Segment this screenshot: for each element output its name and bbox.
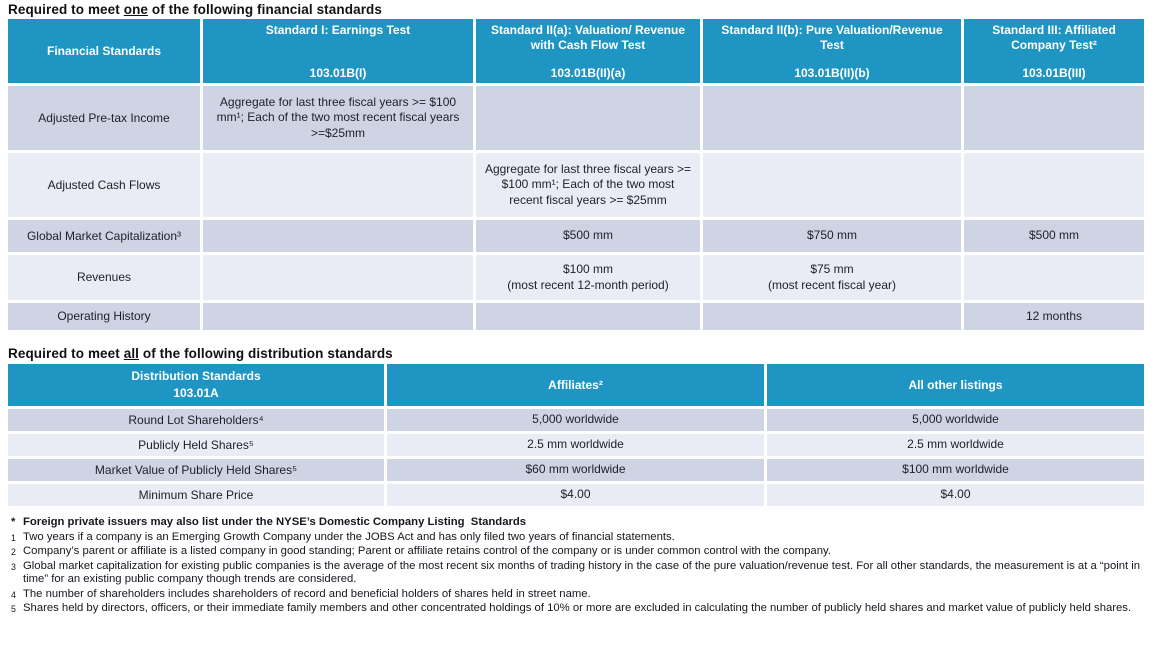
table-cell: $500 mm (476, 220, 700, 252)
table-cell (964, 86, 1144, 150)
header-all-other-listings: All other listings (767, 364, 1144, 406)
standard-2a-title: Standard II(a): Valuation/ Revenue with … (490, 23, 686, 52)
standard-3-code: 103.01B(III) (1022, 65, 1086, 80)
table-cell (203, 220, 473, 252)
table-cell (703, 303, 961, 330)
table-cell (703, 86, 961, 150)
footnote-marker: 4 (11, 589, 16, 600)
row-label: Market Value of Publicly Held Shares⁵ (8, 459, 384, 481)
footnote-marker: 3 (11, 561, 16, 572)
footnote-star: * Foreign private issuers may also list … (11, 516, 1150, 530)
row-label: Round Lot Shareholders⁴ (8, 409, 384, 431)
footnote-text: The number of shareholders includes shar… (23, 587, 591, 600)
distribution-standards-header-row: Distribution Standards 103.01A Affiliate… (8, 364, 1144, 406)
table-cell (476, 86, 700, 150)
row-global-market-capitalization: Global Market Capitalization³ $500 mm $7… (8, 220, 1144, 252)
header-affiliates: Affiliates² (387, 364, 764, 406)
row-round-lot-shareholders: Round Lot Shareholders⁴ 5,000 worldwide … (8, 409, 1144, 431)
row-label: Adjusted Cash Flows (8, 153, 200, 217)
standard-1-code: 103.01B(I) (309, 65, 367, 80)
footnote-marker: 5 (11, 604, 16, 615)
table-cell: $60 mm worldwide (387, 459, 764, 481)
title-prefix: Required to meet (8, 346, 124, 361)
footnote-marker: * (11, 516, 16, 528)
row-adjusted-pretax-income: Adjusted Pre-tax Income Aggregate for la… (8, 86, 1144, 150)
footnote-text: Two years if a company is an Emerging Gr… (23, 530, 675, 543)
row-revenues: Revenues $100 mm (most recent 12-month p… (8, 255, 1144, 300)
header-financial-standards: Financial Standards (8, 19, 200, 83)
row-publicly-held-shares: Publicly Held Shares⁵ 2.5 mm worldwide 2… (8, 434, 1144, 456)
header-standard-1: Standard I: Earnings Test 103.01B(I) (203, 19, 473, 83)
table-cell: $75 mm (most recent fiscal year) (703, 255, 961, 300)
row-operating-history: Operating History 12 months (8, 303, 1144, 330)
row-label: Minimum Share Price (8, 484, 384, 506)
header-standard-2b: Standard II(b): Pure Valuation/Revenue T… (703, 19, 961, 83)
table-cell: $100 mm worldwide (767, 459, 1144, 481)
footnote-marker: 2 (11, 547, 16, 558)
row-label: Operating History (8, 303, 200, 330)
footnote-text: Shares held by directors, officers, or t… (23, 602, 1132, 615)
table-cell (203, 153, 473, 217)
footnote-5: 5 Shares held by directors, officers, or… (11, 602, 1150, 616)
row-market-value-publicly-held-shares: Market Value of Publicly Held Shares⁵ $6… (8, 459, 1144, 481)
table-cell (203, 255, 473, 300)
distribution-standards-section-title: Required to meet all of the following di… (8, 346, 1150, 361)
footnote-text: Foreign private issuers may also list un… (23, 516, 527, 528)
row-label: Adjusted Pre-tax Income (8, 86, 200, 150)
table-cell (703, 153, 961, 217)
footnotes: * Foreign private issuers may also list … (8, 516, 1150, 616)
financial-standards-header-row: Financial Standards Standard I: Earnings… (8, 19, 1144, 83)
footnote-marker: 1 (11, 532, 16, 543)
header-standard-2a: Standard II(a): Valuation/ Revenue with … (476, 19, 700, 83)
row-label: Revenues (8, 255, 200, 300)
header-distribution-standards: Distribution Standards 103.01A (8, 364, 384, 406)
table-cell: $4.00 (767, 484, 1144, 506)
standard-2b-code: 103.01B(II)(b) (794, 65, 870, 80)
footnote-text: Company’s parent or affiliate is a liste… (23, 545, 831, 558)
title-emphasis: one (123, 2, 149, 17)
standard-3-title: Standard III: Affiliated Company Test² (992, 23, 1116, 52)
table-cell: 5,000 worldwide (767, 409, 1144, 431)
standard-1-title: Standard I: Earnings Test (265, 23, 411, 37)
distribution-standards-label: Distribution Standards (131, 368, 261, 383)
nyse-listing-standards-document: Required to meet one of the following fi… (5, 2, 1150, 616)
table-cell (203, 303, 473, 330)
header-financial-standards-label: Financial Standards (46, 44, 162, 58)
table-cell (964, 153, 1144, 217)
footnote-text: Global market capitalization for existin… (23, 559, 1144, 586)
title-emphasis: all (123, 346, 140, 361)
standard-2a-code: 103.01B(II)(a) (550, 65, 626, 80)
table-cell: $4.00 (387, 484, 764, 506)
table-cell (964, 255, 1144, 300)
table-cell (476, 303, 700, 330)
table-cell: 5,000 worldwide (387, 409, 764, 431)
title-suffix: of the following distribution standards (139, 346, 393, 361)
title-prefix: Required to meet (8, 2, 124, 17)
row-label: Publicly Held Shares⁵ (8, 434, 384, 456)
row-adjusted-cash-flows: Adjusted Cash Flows Aggregate for last t… (8, 153, 1144, 217)
distribution-standards-code: 103.01A (173, 386, 219, 400)
table-cell: 2.5 mm worldwide (387, 434, 764, 456)
table-cell: $500 mm (964, 220, 1144, 252)
financial-standards-section-title: Required to meet one of the following fi… (8, 2, 1150, 17)
table-cell: 12 months (964, 303, 1144, 330)
footnote-4: 4 The number of shareholders includes sh… (11, 588, 1150, 602)
table-cell: 2.5 mm worldwide (767, 434, 1144, 456)
table-cell: $750 mm (703, 220, 961, 252)
row-minimum-share-price: Minimum Share Price $4.00 $4.00 (8, 484, 1144, 506)
distribution-standards-table: Distribution Standards 103.01A Affiliate… (5, 361, 1147, 509)
footnote-3: 3 Global market capitalization for exist… (11, 560, 1150, 587)
table-cell: Aggregate for last three fiscal years >=… (476, 153, 700, 217)
table-cell: $100 mm (most recent 12-month period) (476, 255, 700, 300)
table-cell: Aggregate for last three fiscal years >=… (203, 86, 473, 150)
footnote-1: 1 Two years if a company is an Emerging … (11, 531, 1150, 545)
footnote-2: 2 Company’s parent or affiliate is a lis… (11, 545, 1150, 559)
header-standard-3: Standard III: Affiliated Company Test² 1… (964, 19, 1144, 83)
standard-2b-title: Standard II(b): Pure Valuation/Revenue T… (721, 23, 943, 52)
row-label: Global Market Capitalization³ (8, 220, 200, 252)
title-suffix: of the following financial standards (148, 2, 382, 17)
financial-standards-table: Financial Standards Standard I: Earnings… (5, 16, 1147, 333)
